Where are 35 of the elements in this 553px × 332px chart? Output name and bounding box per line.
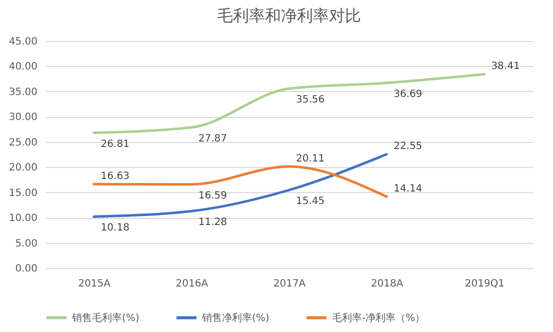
legend-label: 毛利率-净利率（%） — [332, 312, 426, 324]
data-label: 14.14 — [394, 184, 422, 195]
x-tick-label: 2019Q1 — [464, 278, 505, 290]
y-tick-label: 20.00 — [8, 162, 38, 174]
y-tick-label: 5.00 — [15, 238, 38, 250]
data-label: 10.18 — [100, 222, 130, 234]
x-tick-label: 2015A — [78, 278, 111, 290]
y-tick-label: 25.00 — [8, 137, 38, 148]
data-label: 16.59 — [198, 190, 228, 202]
x-tick-label: 2016A — [176, 278, 208, 290]
legend-label: 销售净利率(%) — [201, 312, 270, 324]
y-tick-label: 35.00 — [8, 86, 38, 98]
y-tick-label: 0.00 — [15, 264, 38, 274]
legend-label: 销售毛利率(%) — [71, 312, 140, 324]
line-series — [92, 165, 388, 198]
x-tick-label: 2018A — [370, 278, 404, 290]
data-label: 16.63 — [100, 171, 130, 182]
line-series — [92, 72, 486, 134]
y-tick-label: 40.00 — [8, 62, 38, 73]
data-label: 27.87 — [198, 133, 228, 144]
y-tick-label: 30.00 — [8, 112, 38, 124]
data-label: 36.69 — [394, 88, 422, 100]
data-label: 38.41 — [491, 61, 520, 72]
data-label: 26.81 — [100, 138, 130, 150]
data-label: 11.28 — [198, 217, 228, 228]
line-series — [92, 153, 388, 218]
y-tick-label: 45.00 — [8, 36, 38, 48]
data-label: 35.56 — [296, 94, 325, 106]
data-label: 20.11 — [296, 154, 325, 165]
x-tick-label: 2017A — [273, 278, 306, 290]
y-tick-label: 15.00 — [8, 188, 38, 199]
chart-title: 毛利率和净利率对比 — [217, 6, 361, 25]
data-label: 22.55 — [394, 141, 422, 152]
data-label: 15.45 — [296, 196, 325, 208]
y-tick-label: 10.00 — [8, 213, 38, 224]
